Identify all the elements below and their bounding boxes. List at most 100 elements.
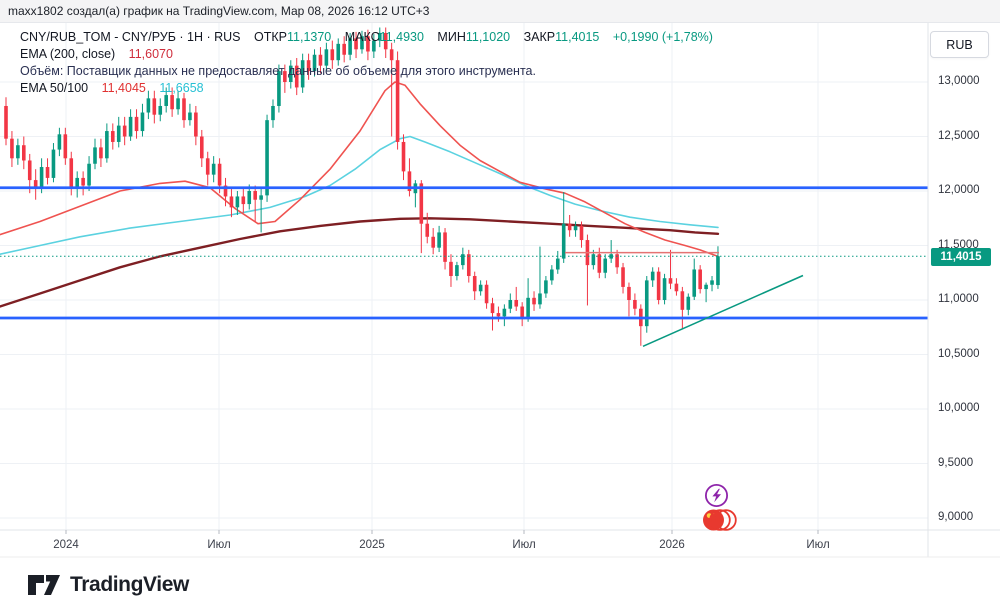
- candle-body: [318, 54, 323, 66]
- candle-body: [199, 136, 204, 159]
- candle-body: [194, 112, 198, 137]
- candle-body: [419, 183, 424, 224]
- time-tick-label: Июл: [207, 539, 231, 551]
- candle-body: [57, 134, 62, 150]
- candle-body: [229, 196, 234, 208]
- change-value: +0,1990 (+1,78%): [612, 30, 713, 44]
- candle-body: [39, 167, 44, 189]
- symbol-title: CNY/RUB_TOM - CNY/РУБ · 1Н · RUS: [20, 30, 241, 44]
- price-tick-label: 11,5000: [938, 238, 979, 251]
- candle-body: [140, 112, 145, 132]
- candle-body: [615, 254, 619, 268]
- current-price-badge: 11,4015: [931, 248, 991, 266]
- candle-body: [395, 60, 400, 142]
- candle-body: [716, 256, 720, 286]
- lightning-icon[interactable]: [703, 482, 730, 514]
- candle-body: [152, 98, 157, 115]
- candle-body: [51, 149, 56, 178]
- candle-body: [170, 95, 174, 110]
- candle-body: [75, 177, 79, 189]
- tradingview-brand-text: TradingView: [70, 573, 189, 596]
- candle-body: [354, 38, 358, 50]
- ema50-value: 11,4045: [101, 81, 146, 95]
- candle-body: [377, 32, 382, 41]
- candle-body: [158, 105, 163, 115]
- candle-body: [567, 223, 572, 231]
- candle-body: [686, 296, 691, 310]
- candle-body: [360, 36, 364, 50]
- candle-body: [324, 49, 329, 66]
- candle-body: [99, 147, 103, 159]
- candle-body: [662, 278, 667, 300]
- volume-notice: Объём: Поставщик данных не предоставляет…: [20, 64, 536, 78]
- tradingview-logo[interactable]: TradingView: [28, 573, 189, 597]
- candle-body: [271, 105, 275, 121]
- red-circles-icon[interactable]: [700, 506, 740, 539]
- candle-body: [116, 125, 121, 142]
- candle-body: [698, 269, 702, 290]
- open-value: 11,1370: [287, 30, 332, 44]
- candle-body: [69, 158, 74, 189]
- candle-body: [146, 98, 151, 113]
- candle-body: [538, 293, 542, 305]
- high-label: МАКС: [344, 30, 380, 44]
- time-tick-label: 2024: [53, 539, 79, 551]
- candle-body: [27, 160, 32, 181]
- candle-body: [401, 141, 406, 172]
- candle-body: [87, 163, 91, 186]
- candle-body: [10, 138, 14, 159]
- candle-body: [650, 271, 655, 281]
- time-tick-label: 2025: [359, 539, 385, 551]
- attribution-bar: maxx1802 создал(а) график на TradingView…: [0, 0, 1000, 23]
- candle-body: [330, 49, 335, 61]
- time-tick-label: Июл: [512, 539, 536, 551]
- candle-body: [348, 38, 352, 55]
- price-axis[interactable]: 13,0000 12,5000 12,0000 11,5000 11,0000 10,50…: [930, 22, 1000, 530]
- candle-body: [603, 258, 608, 273]
- candle-body: [455, 265, 459, 277]
- candle-body: [526, 297, 530, 318]
- candle-body: [4, 105, 8, 139]
- price-tick-label: 12,5000: [938, 129, 980, 142]
- currency-toggle-button[interactable]: RUB: [930, 31, 989, 58]
- low-value: 11,1020: [465, 30, 511, 44]
- legend-symbol-row[interactable]: CNY/RUB_TOM - CNY/РУБ · 1Н · RUS ОТКР11,…: [20, 29, 713, 46]
- candle-body: [247, 191, 252, 205]
- candle-body: [300, 60, 305, 88]
- legend-ema200-row[interactable]: EMA (200, close) 11,6070: [20, 46, 713, 63]
- high-value: 11,4930: [379, 30, 424, 44]
- candle-body: [484, 284, 489, 304]
- candle-body: [372, 40, 376, 52]
- open-label: ОТКР: [254, 30, 287, 44]
- candle-body: [496, 313, 501, 317]
- legend-ema50-100-row[interactable]: EMA 50/100 11,4045 11,6658: [20, 80, 713, 97]
- close-label: ЗАКР: [523, 30, 556, 44]
- price-tick-label: 11,0000: [938, 293, 979, 305]
- price-tick-label: 12,0000: [938, 184, 980, 196]
- legend-volume-row[interactable]: Объём: Поставщик данных не предоставляет…: [20, 63, 713, 80]
- price-tick-label: 10,5000: [938, 347, 980, 360]
- red-circles-icon-glyph: [703, 509, 737, 531]
- candle-body: [437, 232, 441, 248]
- candle-body: [520, 306, 524, 318]
- candle-body: [312, 54, 317, 72]
- candle-body: [555, 258, 560, 270]
- candle-body: [288, 65, 293, 82]
- candle-body: [241, 196, 246, 205]
- candle-body: [431, 236, 435, 248]
- candle-body: [277, 71, 281, 106]
- ema200-value: 11,6070: [128, 47, 173, 61]
- candle-body: [294, 65, 299, 88]
- time-tick-label: Июл: [806, 539, 830, 551]
- candle-body: [573, 225, 578, 231]
- candle-body: [407, 171, 412, 191]
- candle-body: [336, 43, 341, 61]
- candle-body: [609, 254, 613, 259]
- time-axis[interactable]: 2024 Июл 2025 Июл 2026 Июл: [0, 530, 930, 557]
- candle-body: [443, 232, 447, 262]
- candle-body: [383, 32, 388, 50]
- candle-body: [134, 116, 139, 132]
- ema-200-line: [0, 217, 720, 308]
- candle-body: [45, 167, 50, 178]
